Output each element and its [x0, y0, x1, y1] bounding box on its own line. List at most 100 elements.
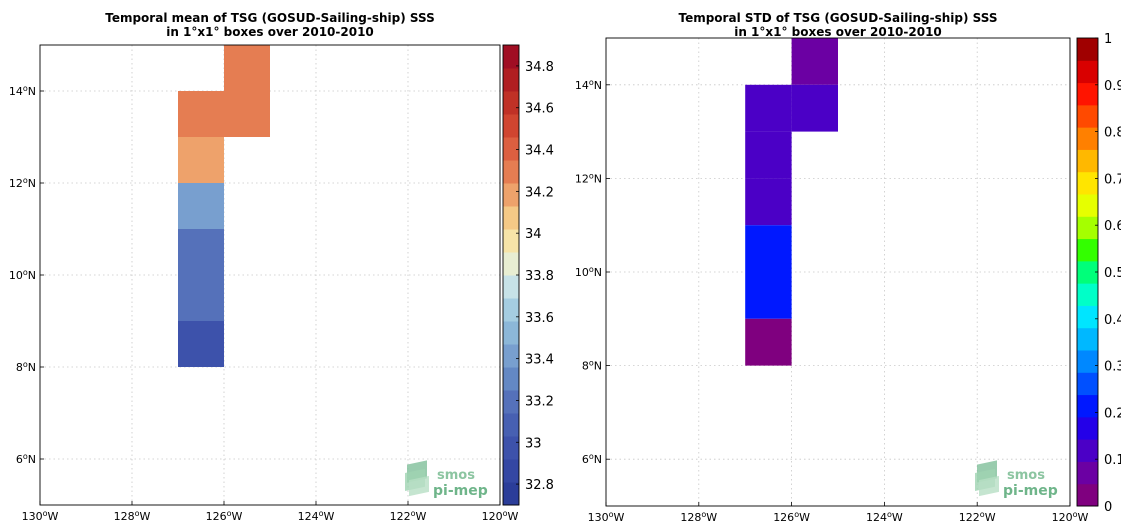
- x-tick-label: 128oW: [114, 509, 151, 523]
- colorbar-segment: [503, 252, 519, 276]
- colorbar-segment: [1077, 327, 1098, 351]
- colorbar-tick-label: 33.6: [525, 311, 554, 326]
- colorbar-segment: [1077, 483, 1098, 507]
- colorbar-segment: [503, 114, 519, 138]
- x-tick-label: 120oW: [1052, 510, 1089, 524]
- colorbar-segment: [503, 459, 519, 483]
- data-cell: [745, 225, 792, 272]
- colorbar-segment: [1077, 305, 1098, 329]
- colorbar-tick-label: 34.2: [525, 185, 554, 200]
- logo-text-pimep: pi-mep: [433, 483, 488, 499]
- data-cell: [745, 131, 792, 179]
- data-cell: [178, 183, 224, 229]
- colorbar-tick-label: 0.9: [1104, 79, 1121, 94]
- colorbar-segment: [1077, 104, 1098, 128]
- data-cell: [745, 318, 792, 366]
- logo-text-pimep: pi-mep: [1003, 483, 1058, 499]
- colorbar-segment: [503, 91, 519, 115]
- colorbar-tick-label: 0.4: [1104, 313, 1121, 328]
- data-cells: [178, 45, 270, 367]
- colorbar-segment: [1077, 372, 1098, 396]
- colorbar-segment: [1077, 127, 1098, 150]
- colorbar-segment: [503, 160, 519, 184]
- x-tick-label: 128oW: [680, 510, 717, 524]
- colorbar-segment: [503, 229, 519, 253]
- colorbar-segment: [503, 436, 519, 460]
- y-tick-label: 6oN: [582, 452, 602, 466]
- colorbar-segment: [503, 344, 519, 368]
- y-tick-label: 6oN: [16, 452, 36, 466]
- logo-text-smos: smos: [1007, 468, 1045, 483]
- x-tick-label: 120oW: [482, 509, 519, 523]
- colorbar-tick-label: 33.2: [525, 394, 554, 409]
- data-cells: [745, 38, 838, 366]
- colorbar-tick-label: 33.8: [525, 269, 554, 284]
- colorbar-tick-label: 0.6: [1104, 219, 1121, 234]
- colorbar-segment: [503, 482, 519, 506]
- colorbar-segment: [1077, 194, 1098, 217]
- y-tick-label: 14oN: [575, 78, 602, 92]
- x-tick-label: 130oW: [22, 509, 59, 523]
- logo-text-smos: smos: [437, 468, 475, 483]
- colorbar-tick-label: 33.4: [525, 353, 554, 368]
- colorbar-segment: [1077, 149, 1098, 173]
- data-cell: [791, 84, 838, 132]
- data-cell: [178, 91, 224, 137]
- colorbar-tick-label: 34.8: [525, 60, 554, 75]
- colorbar-segment: [1077, 216, 1098, 240]
- data-cell: [178, 137, 224, 183]
- y-tick-label: 8oN: [582, 359, 602, 373]
- colorbar-segment: [503, 68, 519, 92]
- data-cell: [178, 229, 224, 275]
- chart-panel-2: Temporal STD of TSG (GOSUD-Sailing-ship)…: [575, 11, 1121, 524]
- colorbar-tick-label: 0: [1104, 500, 1112, 515]
- chart-subtitle: in 1°x1° boxes over 2010-2010: [734, 25, 942, 39]
- colorbar-segment: [1077, 82, 1098, 106]
- x-tick-label: 126oW: [206, 509, 243, 523]
- y-tick-label: 10oN: [575, 265, 602, 279]
- y-tick-label: 10oN: [9, 268, 36, 282]
- x-tick-label: 122oW: [959, 510, 996, 524]
- colorbar-tick-label: 0.2: [1104, 406, 1121, 421]
- y-tick-label: 12oN: [9, 176, 36, 190]
- colorbar-segment: [503, 275, 519, 299]
- x-tick-label: 126oW: [773, 510, 810, 524]
- colorbar-segment: [1077, 416, 1098, 440]
- x-tick-label: 122oW: [390, 509, 427, 523]
- chart-subtitle: in 1°x1° boxes over 2010-2010: [166, 25, 374, 39]
- logo-sheet-3: [979, 475, 999, 497]
- x-tick-label: 124oW: [866, 510, 903, 524]
- colorbar-tick-label: 33: [525, 436, 542, 451]
- colorbar-tick-label: 34.4: [525, 144, 554, 159]
- colorbar: 0 0.1 0.2 0.3 0.4 0.5 0.6 0.7 0.8 0.9 1: [1076, 32, 1121, 515]
- data-cell: [745, 178, 792, 226]
- colorbar-segment: [503, 45, 519, 69]
- y-tick-label: 12oN: [575, 171, 602, 185]
- colorbar-segment: [1077, 461, 1098, 485]
- data-cell: [745, 272, 792, 319]
- colorbar-tick-label: 34: [525, 227, 542, 242]
- data-cell: [178, 321, 224, 367]
- colorbar-segment: [503, 367, 519, 391]
- colorbar: 32.8 33 33.2 33.4 33.6 33.8 34 34.2 34.4 34.6 34.8: [502, 44, 554, 506]
- chart-panel-1: Temporal mean of TSG (GOSUD-Sailing-ship…: [9, 11, 554, 523]
- colorbar-segment: [1077, 60, 1098, 84]
- data-cell: [178, 275, 224, 321]
- colorbar-segment: [503, 183, 519, 207]
- colorbar-segment: [503, 206, 519, 230]
- x-tick-label: 124oW: [298, 509, 335, 523]
- colorbar-segment: [503, 390, 519, 414]
- colorbar-tick-label: 0.3: [1104, 360, 1121, 375]
- colorbar-segment: [503, 413, 519, 437]
- data-cell: [745, 84, 792, 132]
- x-tick-label: 130oW: [588, 510, 625, 524]
- y-tick-label: 8oN: [16, 360, 36, 374]
- chart-title: Temporal STD of TSG (GOSUD-Sailing-ship)…: [678, 11, 997, 25]
- colorbar-segment: [1077, 260, 1098, 284]
- colorbar-segment: [503, 137, 519, 161]
- colorbar-segment: [1077, 394, 1098, 418]
- colorbar-segment: [1077, 171, 1098, 195]
